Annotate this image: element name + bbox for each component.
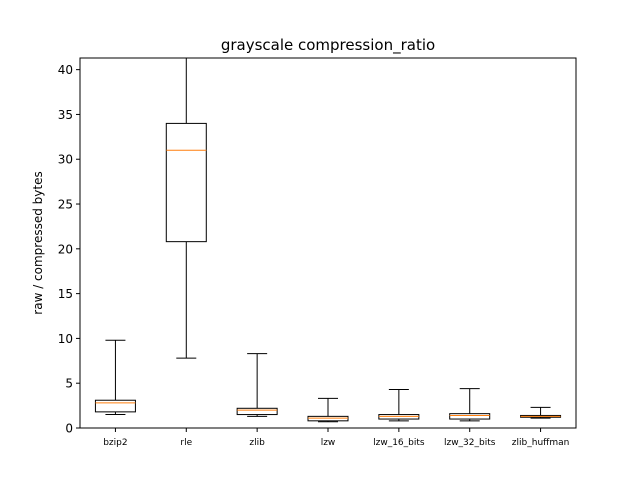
box-rle — [165, 122, 207, 243]
box-zlib — [236, 407, 278, 416]
y-tick-label: 20 — [58, 242, 73, 256]
y-tick-label: 25 — [58, 198, 73, 212]
x-tick-label: lzw_16_bits — [373, 438, 425, 448]
x-tick-label: lzw_32_bits — [444, 438, 496, 448]
y-tick-label: 0 — [65, 422, 73, 436]
y-tick-label: 30 — [58, 153, 73, 167]
x-tick-label: lzw — [321, 438, 336, 448]
chart-title: grayscale compression_ratio — [221, 36, 435, 55]
y-tick-label: 5 — [65, 377, 73, 391]
y-axis-label: raw / compressed bytes — [31, 171, 45, 314]
x-tick-label: zlib — [249, 438, 265, 448]
x-tick-label: zlib_huffman — [512, 438, 570, 448]
y-tick-label: 40 — [58, 63, 73, 77]
x-tick-label: rle — [180, 438, 192, 448]
axes-frame — [79, 57, 577, 429]
x-tick-label: bzip2 — [103, 438, 127, 448]
box-bzip2 — [94, 399, 136, 413]
y-tick-label: 10 — [58, 332, 73, 346]
y-tick-label: 15 — [58, 287, 73, 301]
y-tick-label: 35 — [58, 108, 73, 122]
box-lzw_32_bits — [449, 413, 491, 420]
plot-area: 0 5 10 15 20 25 30 35 40 bzip2 rle zlib lzw lzw_16_bi… — [58, 57, 570, 448]
